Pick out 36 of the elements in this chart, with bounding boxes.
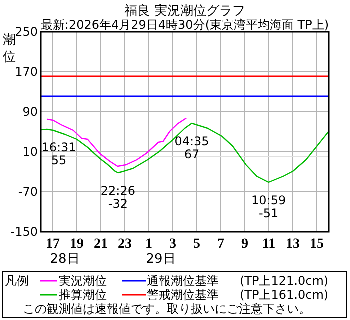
x-tick-label: 15 [310,237,324,252]
text: (TP上161.0cm) [240,288,329,302]
annotation: 04:35 67 [174,134,210,162]
x-tick-label: 13 [286,237,300,252]
text: この観測値は速報値です。取り扱いにご注意下さい。 [23,302,311,316]
x-tick-label: 11 [262,237,276,252]
chart-subtitle: 最新:2026年4月29日4時30分(東京湾平均海面 TP上) [40,18,330,32]
legend-label: 通報潮位基準 [147,274,219,288]
text: 29日 [146,252,176,267]
annotation: 16:31 55 [42,140,76,168]
annotation: 22:26 -32 [100,184,136,211]
legend-label: 実況潮位 [59,274,107,288]
x-tick-label: 9 [242,237,248,252]
annotation: 10:59 -51 [252,194,286,220]
y-tick-label: -150 [10,225,38,239]
y-tick-label: 250 [15,25,38,39]
x-tick-label: 19 [70,237,84,252]
x-tick-label: 7 [218,237,224,252]
y-tick-label: 10 [22,145,38,159]
y-tick-label: 90 [22,105,38,119]
x-tick-label: 23 [118,237,132,252]
text: 28日 [50,252,80,267]
x-tick-label: 21 [94,237,108,252]
y-axis-title: 潮位 [3,33,16,65]
y-tick-label: -70 [18,185,38,199]
x-tick-label: 5 [194,237,200,252]
line-series [40,122,330,184]
y-tick-label: 170 [15,65,38,79]
x-tick-label: 1 [146,237,152,252]
legend-title: 凡例 [5,274,29,288]
legend-label: 警戒潮位基準 [147,288,219,302]
x-tick-label: 3 [170,237,176,252]
chart-title: 福良 実況潮位グラフ [124,3,246,19]
text: (TP上121.0cm) [240,274,329,288]
legend-label: 推算潮位 [59,288,107,302]
x-tick-label: 17 [46,237,60,252]
